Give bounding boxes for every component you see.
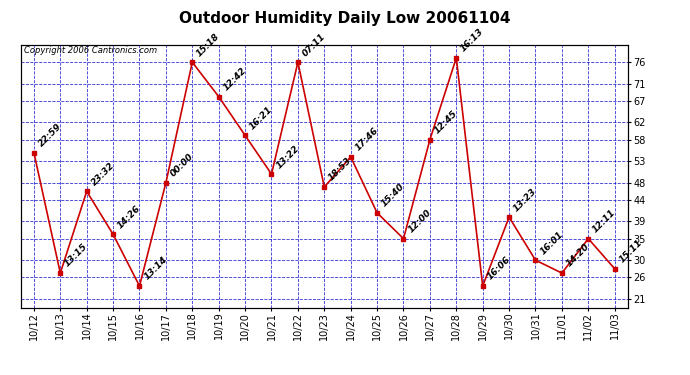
Text: 18:53: 18:53: [327, 156, 354, 183]
Text: Outdoor Humidity Daily Low 20061104: Outdoor Humidity Daily Low 20061104: [179, 11, 511, 26]
Text: 14:26: 14:26: [116, 204, 142, 230]
Text: 00:00: 00:00: [168, 152, 195, 178]
Text: 15:18: 15:18: [195, 32, 221, 58]
Text: 15:11: 15:11: [618, 238, 644, 265]
Text: 07:11: 07:11: [301, 32, 327, 58]
Text: 14:20: 14:20: [564, 242, 591, 269]
Text: 13:15: 13:15: [63, 242, 90, 269]
Text: 13:14: 13:14: [142, 255, 169, 282]
Text: 13:23: 13:23: [512, 186, 538, 213]
Text: 15:40: 15:40: [380, 182, 406, 209]
Text: Copyright 2006 Cantronics.com: Copyright 2006 Cantronics.com: [23, 46, 157, 56]
Text: 12:00: 12:00: [406, 208, 433, 234]
Text: 16:01: 16:01: [538, 230, 565, 256]
Text: 23:32: 23:32: [90, 160, 116, 187]
Text: 12:42: 12:42: [221, 66, 248, 93]
Text: 16:13: 16:13: [459, 27, 486, 54]
Text: 22:59: 22:59: [37, 122, 63, 148]
Text: 13:22: 13:22: [275, 143, 301, 170]
Text: 16:06: 16:06: [486, 255, 512, 282]
Text: 12:11: 12:11: [591, 208, 618, 234]
Text: 16:21: 16:21: [248, 105, 275, 131]
Text: 17:46: 17:46: [353, 126, 380, 153]
Text: 12:45: 12:45: [433, 109, 460, 135]
